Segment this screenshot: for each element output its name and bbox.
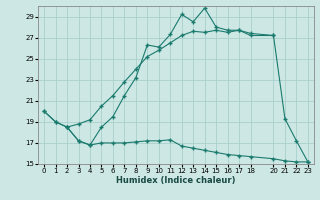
X-axis label: Humidex (Indice chaleur): Humidex (Indice chaleur)	[116, 176, 236, 185]
